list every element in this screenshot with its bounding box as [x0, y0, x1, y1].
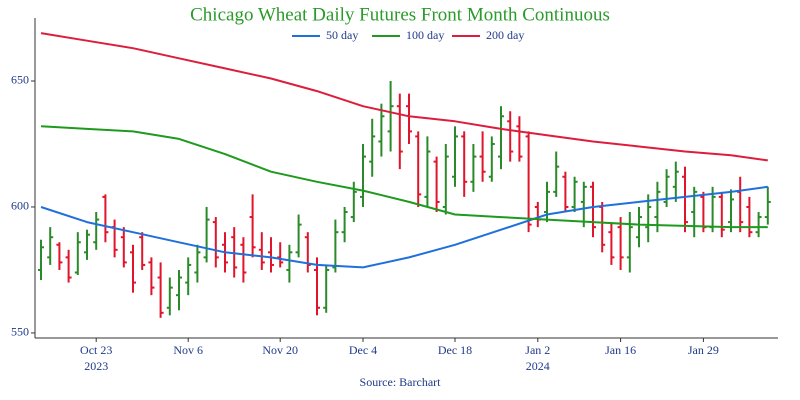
x-tick-year: 2023	[84, 359, 108, 373]
legend-label: 100 day	[406, 28, 444, 42]
source: Source: Barchart	[360, 375, 442, 389]
legend-label: 50 day	[326, 28, 358, 42]
legend-label: 200 day	[486, 28, 524, 42]
ma-line	[40, 185, 768, 269]
chart-title: Chicago Wheat Daily Futures Front Month …	[190, 4, 610, 25]
x-tick-label: Nov 20	[262, 343, 298, 357]
ma-line	[40, 32, 768, 162]
y-tick-label: 650	[11, 73, 29, 87]
ma-line	[40, 125, 768, 229]
x-tick-label: Jan 29	[688, 343, 719, 357]
x-tick-label: Jan 2	[525, 343, 550, 357]
x-tick-label: Jan 16	[605, 343, 636, 357]
x-tick-label: Dec 18	[438, 343, 472, 357]
y-tick-label: 600	[11, 199, 29, 213]
x-tick-label: Nov 6	[173, 343, 203, 357]
x-tick-label: Dec 4	[349, 343, 377, 357]
x-tick-label: Oct 23	[80, 343, 112, 357]
y-tick-label: 550	[11, 325, 29, 339]
x-tick-year: 2024	[526, 359, 550, 373]
